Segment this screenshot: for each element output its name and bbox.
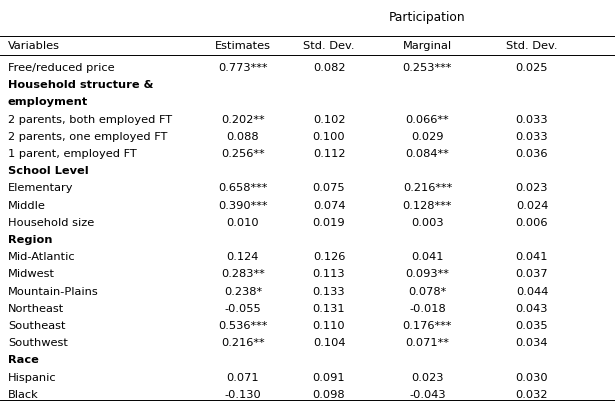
Text: Midwest: Midwest (8, 269, 55, 280)
Text: 0.032: 0.032 (516, 390, 548, 400)
Text: Race: Race (8, 356, 39, 365)
Text: 0.091: 0.091 (312, 372, 346, 383)
Text: Black: Black (8, 390, 39, 400)
Text: 0.010: 0.010 (226, 218, 260, 228)
Text: 0.131: 0.131 (312, 304, 346, 314)
Text: 0.133: 0.133 (312, 286, 346, 297)
Text: 0.088: 0.088 (226, 132, 260, 142)
Text: 0.216***: 0.216*** (403, 183, 452, 194)
Text: Mid-Atlantic: Mid-Atlantic (8, 252, 76, 262)
Text: 0.033: 0.033 (515, 115, 549, 124)
Text: 0.023: 0.023 (411, 372, 443, 383)
Text: 0.084**: 0.084** (405, 149, 450, 159)
Text: 0.043: 0.043 (516, 304, 548, 314)
Text: -0.130: -0.130 (224, 390, 261, 400)
Text: 0.093**: 0.093** (405, 269, 450, 280)
Text: 0.024: 0.024 (516, 201, 548, 210)
Text: Elementary: Elementary (8, 183, 74, 194)
Text: 0.658***: 0.658*** (218, 183, 268, 194)
Text: 0.253***: 0.253*** (403, 63, 452, 73)
Text: 2 parents, one employed FT: 2 parents, one employed FT (8, 132, 167, 142)
Text: 0.037: 0.037 (515, 269, 549, 280)
Text: 0.283**: 0.283** (221, 269, 265, 280)
Text: 0.238*: 0.238* (224, 286, 262, 297)
Text: -0.055: -0.055 (224, 304, 261, 314)
Text: 0.128***: 0.128*** (403, 201, 452, 210)
Text: -0.018: -0.018 (409, 304, 446, 314)
Text: Middle: Middle (8, 201, 46, 210)
Text: Mountain-Plains: Mountain-Plains (8, 286, 99, 297)
Text: Std. Dev.: Std. Dev. (303, 41, 355, 51)
Text: 0.030: 0.030 (515, 372, 549, 383)
Text: 0.113: 0.113 (312, 269, 346, 280)
Text: 0.074: 0.074 (313, 201, 345, 210)
Text: 0.202**: 0.202** (221, 115, 264, 124)
Text: 0.029: 0.029 (411, 132, 443, 142)
Text: 1 parent, employed FT: 1 parent, employed FT (8, 149, 137, 159)
Text: 0.044: 0.044 (516, 286, 548, 297)
Text: 0.124: 0.124 (227, 252, 259, 262)
Text: -0.043: -0.043 (409, 390, 446, 400)
Text: 0.126: 0.126 (313, 252, 345, 262)
Text: Std. Dev.: Std. Dev. (506, 41, 558, 51)
Text: 0.176***: 0.176*** (403, 321, 452, 331)
Text: 0.041: 0.041 (516, 252, 548, 262)
Text: 0.112: 0.112 (313, 149, 345, 159)
Text: 0.536***: 0.536*** (218, 321, 268, 331)
Text: Household structure &: Household structure & (8, 80, 154, 90)
Text: Free/reduced price: Free/reduced price (8, 63, 114, 73)
Text: 0.082: 0.082 (313, 63, 345, 73)
Text: 0.066**: 0.066** (406, 115, 449, 124)
Text: 0.034: 0.034 (516, 338, 548, 348)
Text: 0.041: 0.041 (411, 252, 443, 262)
Text: 0.035: 0.035 (515, 321, 549, 331)
Text: 0.110: 0.110 (312, 321, 346, 331)
Text: Estimates: Estimates (215, 41, 271, 51)
Text: 2 parents, both employed FT: 2 parents, both employed FT (8, 115, 172, 124)
Text: Southwest: Southwest (8, 338, 68, 348)
Text: 0.003: 0.003 (411, 218, 444, 228)
Text: 0.100: 0.100 (312, 132, 346, 142)
Text: Participation: Participation (389, 11, 466, 25)
Text: 0.071: 0.071 (226, 372, 260, 383)
Text: 0.006: 0.006 (516, 218, 548, 228)
Text: Household size: Household size (8, 218, 94, 228)
Text: Hispanic: Hispanic (8, 372, 57, 383)
Text: 0.023: 0.023 (516, 183, 548, 194)
Text: 0.078*: 0.078* (408, 286, 446, 297)
Text: 0.104: 0.104 (313, 338, 345, 348)
Text: 0.773***: 0.773*** (218, 63, 268, 73)
Text: 0.075: 0.075 (312, 183, 346, 194)
Text: Marginal: Marginal (403, 41, 452, 51)
Text: employment: employment (8, 97, 88, 107)
Text: 0.390***: 0.390*** (218, 201, 268, 210)
Text: 0.098: 0.098 (312, 390, 346, 400)
Text: Region: Region (8, 235, 52, 245)
Text: Northeast: Northeast (8, 304, 64, 314)
Text: Southeast: Southeast (8, 321, 65, 331)
Text: Variables: Variables (8, 41, 60, 51)
Text: 0.071**: 0.071** (405, 338, 450, 348)
Text: School Level: School Level (8, 166, 89, 176)
Text: 0.216**: 0.216** (221, 338, 264, 348)
Text: 0.102: 0.102 (313, 115, 345, 124)
Text: 0.019: 0.019 (312, 218, 346, 228)
Text: 0.033: 0.033 (515, 132, 549, 142)
Text: 0.256**: 0.256** (221, 149, 264, 159)
Text: 0.036: 0.036 (516, 149, 548, 159)
Text: 0.025: 0.025 (516, 63, 548, 73)
